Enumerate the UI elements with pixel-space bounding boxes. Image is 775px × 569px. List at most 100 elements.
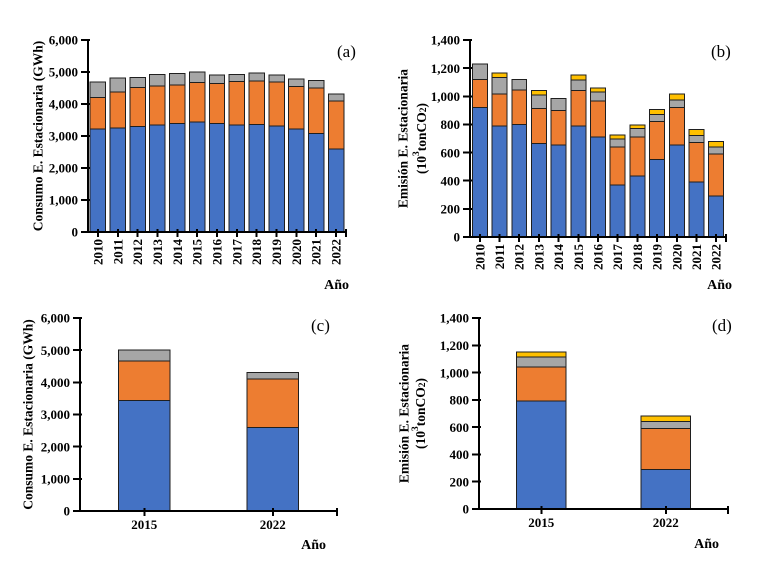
bar-segment-blue [640,468,692,510]
bar-segment-orange [668,107,685,146]
bar-segment-gray [688,135,705,144]
y-tick-label: 2,000 [49,161,78,176]
bar-segment-orange [629,136,646,177]
y-axis-title: Consumo E. Estacionaria (GWh) [21,319,36,510]
bar-segment-orange [246,378,299,428]
y-tick-label: 600 [441,145,461,160]
x-tick-label: 2017 [610,244,625,271]
bar-segment-orange [688,142,705,183]
bar-segment-gray [530,94,547,109]
panel-c: 0 1,000 2,000 3,000 4,000 5,000 6,000 2015 2022 C… [21,311,338,553]
bar-segment-orange [550,109,567,146]
bar-segment-blue [307,132,325,233]
x-tick-label: 2021 [689,244,704,270]
y-tick-label: 1,200 [440,338,469,353]
bar-segment-blue [668,144,685,238]
bar-segment-orange [288,85,305,130]
bar-segment-blue [268,125,285,233]
bar-segment-orange [129,87,146,127]
bar-segment-blue [228,124,246,233]
bar-segment-orange [109,91,127,129]
panel-label: (b) [711,42,731,61]
bar-segment-yellow [688,128,705,137]
x-tick-label: 2014 [551,244,566,271]
bar-segment-orange [188,82,206,123]
y-tick-label: 1,000 [41,472,70,487]
bar-segment-yellow [649,109,666,116]
bar-segment-blue [688,181,705,238]
bar-segment-orange [307,87,325,134]
bar-segment-orange [609,146,626,186]
y-tick-label: 400 [441,173,461,188]
bar-segment-yellow [590,87,606,93]
bar-segment-blue [208,123,226,233]
bar-segment-gray [511,78,528,91]
x-tick-label: 2011 [492,244,507,269]
x-tick-label: 2015 [190,239,205,266]
x-tick-label: 2021 [309,239,324,265]
x-tick-label: 2014 [170,239,185,266]
bar-segment-orange [640,428,692,470]
bar-segment-gray [471,63,488,80]
bar-segment-orange [228,81,246,126]
y-tick-label: 1,000 [49,193,78,208]
bar-segment-yellow [515,351,567,358]
panel-label: (d) [712,316,732,335]
y-axis-title: Consumo E. Estacionaria (GWh) [31,41,46,232]
x-tick-label: 2018 [249,239,264,266]
x-tick-label: 2016 [210,239,225,266]
y-axis-title: (103tonCO2) [411,378,428,449]
x-tick-label: 2012 [130,239,145,265]
bar-segment-blue [149,124,166,233]
bar-segment-orange [268,81,285,127]
bar-segment-orange [327,100,345,150]
y-axis-title: Emisión E. Estacionaria [397,344,412,483]
y-tick-label: 1,000 [431,89,460,104]
bar-segment-blue [471,107,488,238]
bar-segment-blue [570,125,587,238]
x-tick-label: 2022 [653,515,679,530]
x-tick-label: 2012 [512,244,527,270]
bar-segment-orange [511,89,528,125]
x-tick-label: 2019 [269,239,284,266]
y-tick-label: 6,000 [49,33,78,48]
bar-segment-gray [708,146,725,155]
bar-segment-gray [248,72,265,82]
bar-segment-blue [515,400,567,510]
y-tick-label: 5,000 [41,343,70,358]
x-tick-label: 2022 [260,517,286,532]
bar-segment-orange [248,80,265,125]
x-tick-label: 2018 [630,244,645,271]
bar-segment-orange [169,84,186,125]
bar-segment-blue [530,142,547,238]
x-axis-title: Año [707,278,732,293]
y-tick-label: 1,000 [440,365,469,380]
panel-d: 0 200 400 600 800 1,000 1,200 1,400 2015 2022 Emis… [397,311,732,552]
bar-segment-blue [89,128,107,233]
bar-segment-yellow [708,140,725,148]
bar-segment-blue [169,123,186,233]
bar-segment-blue [511,123,528,238]
bar-segment-blue [708,195,725,238]
bar-segment-gray [118,349,171,362]
bar-segment-orange [149,85,166,126]
x-tick-label: 2016 [591,244,606,271]
y-tick-label: 200 [450,474,470,489]
bar-segment-orange [471,78,488,109]
x-tick-label: 2022 [329,239,344,265]
panel-a: 0 1,000 2,000 3,000 4,000 5,000 6,000 2010 2011 2… [31,33,356,293]
bar-segment-orange [89,97,107,130]
bar-segment-gray [288,78,305,87]
bar-segment-orange [208,83,226,125]
bar-segment-orange [530,107,547,144]
x-tick-label: 2022 [709,244,724,270]
y-tick-label: 600 [450,420,470,435]
y-tick-label: 4,000 [49,97,78,112]
x-tick-label: 2015 [571,244,586,271]
bar-segment-yellow [491,72,508,78]
x-tick-label: 2013 [150,239,165,266]
y-tick-label: 800 [441,117,461,132]
bar-segment-orange [570,90,587,127]
